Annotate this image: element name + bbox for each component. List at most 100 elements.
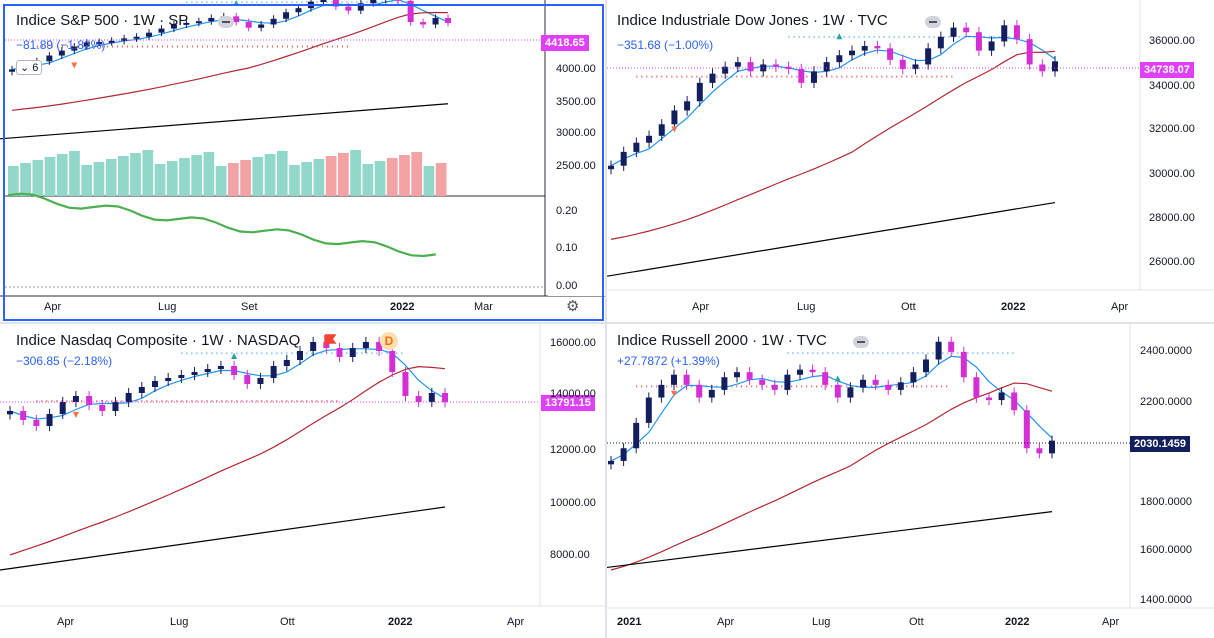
ma-long-line bbox=[0, 103, 449, 140]
candle-body bbox=[195, 21, 202, 24]
candle-body bbox=[420, 22, 427, 25]
candle-body bbox=[112, 402, 119, 411]
volume-bar bbox=[411, 152, 423, 196]
russell-axis-label: 2200.0000 bbox=[1140, 396, 1192, 408]
dow-panel[interactable]: Indice Industriale Dow Jones · 1W · TVC … bbox=[607, 0, 1214, 322]
sp500-time-label: Mar bbox=[474, 301, 493, 313]
sp500-rsi-label: 0.10 bbox=[556, 242, 578, 254]
candle-body bbox=[645, 397, 652, 423]
candle-body bbox=[99, 405, 106, 411]
dow-axis-label: 28000.00 bbox=[1149, 212, 1195, 224]
candle-body bbox=[620, 448, 627, 461]
gear-icon[interactable]: ⚙ bbox=[566, 298, 580, 315]
russell-time-label: 2022 bbox=[1005, 616, 1030, 628]
candle-body bbox=[696, 82, 703, 102]
dow-time-label: Ott bbox=[901, 301, 916, 313]
candle-body bbox=[684, 101, 691, 111]
sp500-time-label: Apr bbox=[44, 301, 62, 313]
candle-body bbox=[1052, 61, 1058, 72]
candle-body bbox=[233, 16, 240, 23]
russell-collapse-icon[interactable] bbox=[853, 336, 869, 348]
candle-body bbox=[9, 69, 15, 72]
candle-body bbox=[709, 73, 716, 83]
candle-body bbox=[1049, 440, 1055, 454]
candle-body bbox=[310, 342, 317, 351]
sp500-panel[interactable]: Indice S&P 500 · 1W · SP −81.89 (−1.82%)… bbox=[0, 0, 605, 322]
dow-axis-label: 32000.00 bbox=[1149, 123, 1195, 135]
volume-bar bbox=[93, 162, 105, 196]
dow-time-label: Apr bbox=[1111, 301, 1129, 313]
volume-bar bbox=[240, 160, 251, 196]
candle-body bbox=[332, 0, 339, 7]
russell-time-label: Ott bbox=[909, 616, 924, 628]
volume-bar bbox=[154, 164, 166, 196]
nasdaq-panel[interactable]: Indice Nasdaq Composite · 1W · NASDAQ D … bbox=[0, 324, 605, 638]
candle-body bbox=[133, 36, 140, 39]
volume-bar bbox=[81, 165, 93, 196]
sp500-axis-label: 2500.00 bbox=[556, 160, 596, 172]
candle-body bbox=[771, 384, 778, 390]
candle-body bbox=[861, 46, 868, 51]
dow-collapse-icon[interactable] bbox=[925, 16, 941, 28]
candle-body bbox=[323, 342, 330, 348]
volume-bar bbox=[374, 161, 386, 196]
russell-price-tag: 2030.1459 bbox=[1130, 436, 1190, 452]
candle-body bbox=[734, 62, 741, 67]
candle-body bbox=[899, 59, 906, 70]
russell-axis-label: 1400.0000 bbox=[1140, 594, 1192, 606]
candle-body bbox=[722, 66, 729, 74]
candle-body bbox=[125, 393, 132, 402]
dow-chart-svg[interactable] bbox=[607, 0, 1214, 322]
candle-body bbox=[772, 64, 779, 67]
candle-body bbox=[7, 411, 13, 415]
candle-body bbox=[849, 50, 856, 56]
candle-body bbox=[283, 12, 290, 19]
candle-body bbox=[975, 32, 982, 51]
vertical-divider[interactable] bbox=[605, 0, 607, 638]
sp500-collapse-icon[interactable] bbox=[218, 16, 234, 28]
sp500-chart-svg[interactable] bbox=[0, 0, 605, 322]
russell-chart-svg[interactable] bbox=[607, 324, 1214, 638]
nasdaq-dividend-badge[interactable]: D bbox=[380, 332, 398, 350]
sp500-rsi-label: 0.00 bbox=[556, 280, 578, 292]
candle-body bbox=[935, 341, 942, 360]
candle-body bbox=[797, 369, 803, 375]
candle-body bbox=[445, 17, 451, 23]
nasdaq-time-label: Apr bbox=[507, 616, 525, 628]
candle-body bbox=[362, 342, 369, 348]
candle-body bbox=[1036, 448, 1043, 454]
candle-body bbox=[336, 348, 343, 357]
nasdaq-time-label: Ott bbox=[280, 616, 295, 628]
nasdaq-axis-label: 16000.00 bbox=[550, 337, 596, 349]
volume-bar bbox=[69, 151, 80, 196]
volume-bar bbox=[20, 163, 31, 196]
flag-icon[interactable] bbox=[323, 334, 337, 348]
sp500-time-label: 2022 bbox=[390, 301, 415, 313]
chevron-down-icon: ⌄ bbox=[20, 62, 30, 74]
candle-body bbox=[696, 384, 703, 398]
oscillator-line bbox=[7, 192, 436, 258]
candle-body bbox=[963, 27, 970, 33]
candle-body bbox=[810, 71, 817, 83]
dow-axis-label: 36000.00 bbox=[1149, 35, 1195, 47]
candle-body bbox=[270, 366, 277, 378]
candle-body bbox=[138, 387, 145, 393]
nasdaq-chart-svg[interactable] bbox=[0, 324, 605, 638]
volume-bar bbox=[313, 159, 325, 196]
candle-body bbox=[860, 379, 866, 388]
candle-body bbox=[415, 396, 422, 402]
candle-body bbox=[376, 342, 383, 351]
candle-body bbox=[973, 377, 980, 398]
candle-body bbox=[245, 22, 252, 28]
russell-panel[interactable]: Indice Russell 2000 · 1W · TVC +27.7872 … bbox=[607, 324, 1214, 638]
candle-body bbox=[244, 375, 251, 384]
candle-body bbox=[297, 351, 303, 360]
sp500-interval-control[interactable]: ⌄ 6 bbox=[16, 60, 43, 75]
dow-axis-label: 34000.00 bbox=[1149, 80, 1195, 92]
candle-body bbox=[988, 41, 995, 51]
candle-body bbox=[847, 387, 854, 398]
horizontal-divider[interactable] bbox=[0, 322, 1214, 324]
nasdaq-axis-label: 10000.00 bbox=[550, 497, 596, 509]
nasdaq-time-label: Lug bbox=[170, 616, 189, 628]
candle-body bbox=[83, 42, 90, 47]
